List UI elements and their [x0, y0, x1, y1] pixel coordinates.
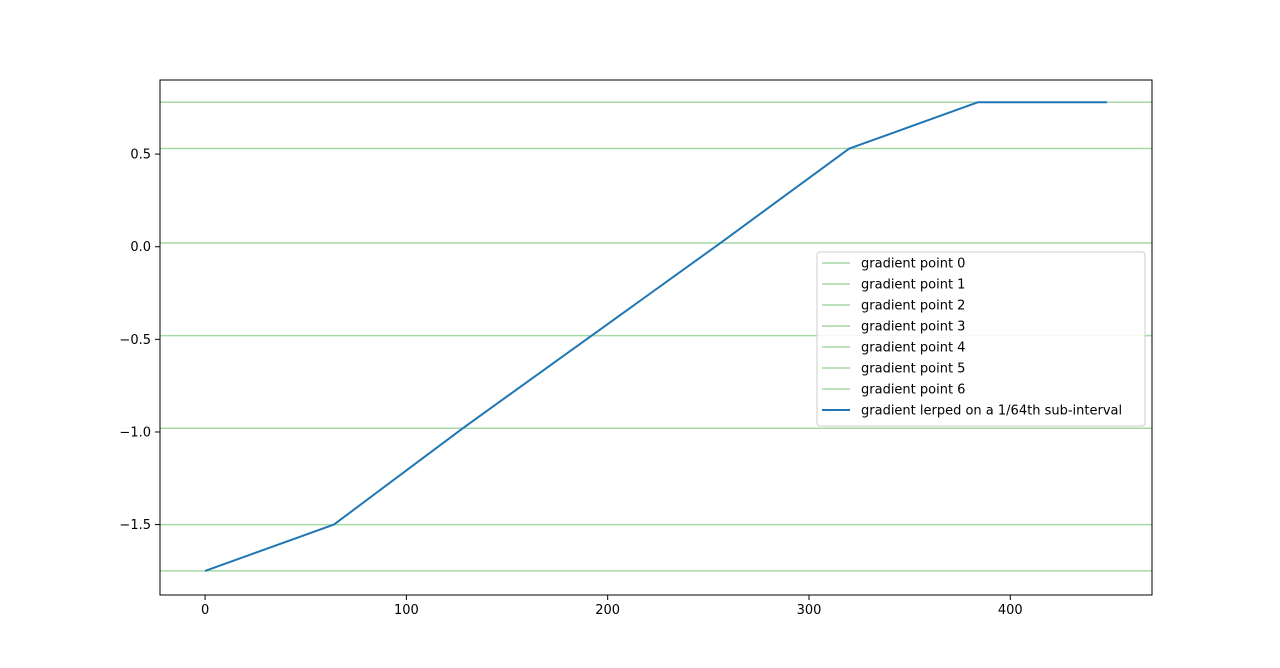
legend: gradient point 0 gradient point 1 gradient… — [816, 251, 1146, 427]
y-tick-label: −0.5 — [119, 333, 151, 348]
axes-frame — [159, 79, 1153, 596]
x-tick-label: 200 — [595, 603, 620, 618]
legend-label: gradient lerped on a 1/64th sub-interval — [861, 404, 1122, 419]
x-tick-label: 100 — [394, 603, 419, 618]
y-tick-label: 0.5 — [130, 148, 151, 163]
x-tick-label: 300 — [797, 603, 822, 618]
y-tick-label: −1.5 — [119, 518, 151, 533]
legend-label: gradient point 4 — [861, 341, 965, 356]
x-tick-label: 0 — [201, 603, 209, 618]
legend-label: gradient point 0 — [861, 257, 965, 272]
legend-box — [816, 251, 1146, 427]
legend-label: gradient point 6 — [861, 383, 965, 398]
plot-area — [160, 101, 1152, 572]
legend-label: gradient point 2 — [861, 299, 965, 314]
y-tick-label: 0.0 — [130, 240, 151, 255]
legend-label: gradient point 5 — [861, 362, 965, 377]
legend-label: gradient point 1 — [861, 278, 965, 293]
legend-label: gradient point 3 — [861, 320, 965, 335]
y-tick-label: −1.0 — [119, 425, 151, 440]
series-line-0 — [204, 101, 1107, 572]
x-tick-label: 400 — [998, 603, 1023, 618]
